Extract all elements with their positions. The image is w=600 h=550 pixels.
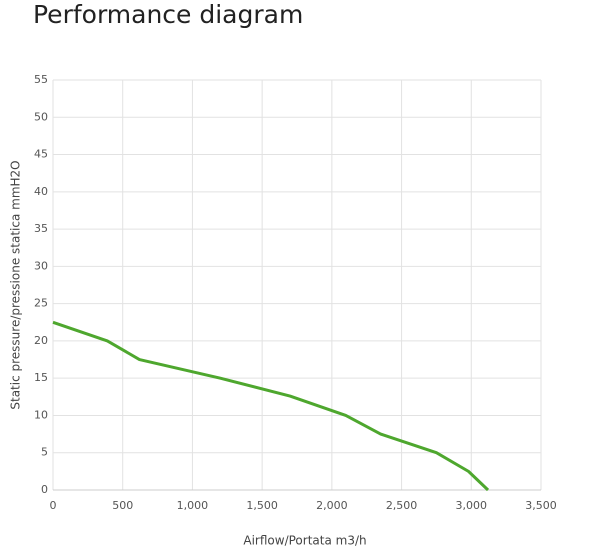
x-tick-label: 500 <box>112 499 133 512</box>
y-tick-label: 0 <box>41 483 48 496</box>
x-tick-label: 2,500 <box>386 499 418 512</box>
y-tick-label: 20 <box>34 334 48 347</box>
y-tick-label: 55 <box>34 73 48 86</box>
x-tick-label: 3,500 <box>525 499 557 512</box>
y-tick-label: 25 <box>34 297 48 310</box>
y-tick-label: 50 <box>34 110 48 123</box>
y-tick-label: 40 <box>34 185 48 198</box>
y-tick-label: 35 <box>34 222 48 235</box>
x-axis-title: Airflow/Portata m3/h <box>243 534 366 548</box>
x-tick-label: 0 <box>50 499 57 512</box>
y-tick-label: 45 <box>34 148 48 161</box>
y-axis-title: Static pressure/pressione statica mmH2O <box>9 160 23 409</box>
y-tick-label: 15 <box>34 371 48 384</box>
y-tick-label: 30 <box>34 259 48 272</box>
x-tick-label: 1,500 <box>246 499 278 512</box>
chart-title: Performance diagram <box>33 0 303 29</box>
x-tick-label: 1,000 <box>177 499 209 512</box>
y-tick-label: 10 <box>34 408 48 421</box>
y-tick-label: 5 <box>41 446 48 459</box>
data-line <box>52 320 490 492</box>
x-tick-label: 2,000 <box>316 499 348 512</box>
x-tick-label: 3,000 <box>456 499 488 512</box>
